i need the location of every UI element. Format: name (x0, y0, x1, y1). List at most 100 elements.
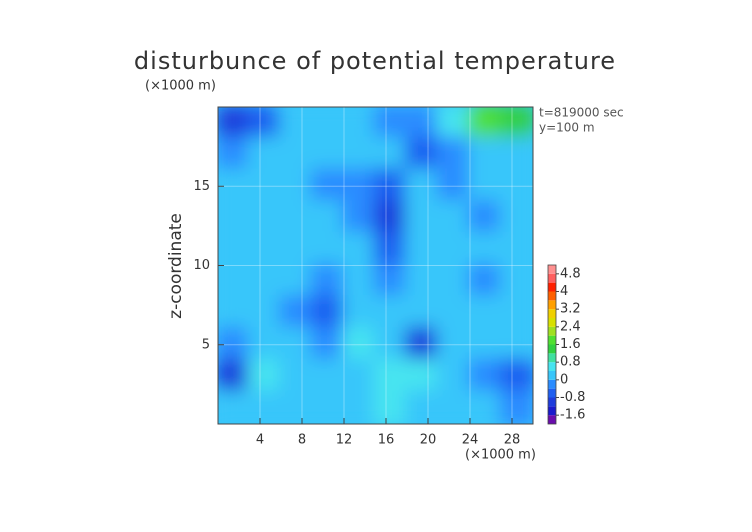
colorbar: -1.6 -0.8 0 0.8 1.6 2.4 3.2 4 4.8 (547, 264, 585, 425)
field-cell (468, 200, 504, 236)
field-cell (310, 168, 346, 205)
colorbar-tick-label: 4 (560, 284, 568, 299)
colorbar-band (548, 300, 556, 310)
field-cell (310, 263, 346, 300)
field-cell (468, 390, 504, 424)
annotation: t=819000 sec (539, 106, 624, 120)
field-cell (436, 107, 472, 141)
field-cell (405, 295, 441, 331)
x-tick-label: 12 (336, 433, 353, 448)
y-tick-label: 5 (202, 337, 210, 352)
field-cell (247, 358, 283, 395)
colorbar-band (548, 397, 556, 407)
field-cell (468, 168, 504, 205)
field-cell (436, 200, 472, 236)
field-cell (310, 231, 346, 268)
field-cell (279, 326, 315, 363)
x-tick-label: 4 (256, 433, 264, 448)
field-cell (310, 326, 346, 363)
colorbar-band (548, 309, 556, 318)
field-cell (499, 107, 533, 141)
colorbar-band (548, 415, 556, 424)
colorbar-tick-label: 3.2 (560, 302, 581, 317)
field-cell (279, 390, 315, 424)
field-cell (405, 231, 441, 268)
field-cell (310, 390, 346, 424)
colorbar-tick-label: 1.6 (560, 337, 581, 352)
field-cell (499, 358, 533, 395)
colorbar-band (548, 406, 556, 416)
field-cell (468, 358, 504, 395)
field-cell (373, 295, 409, 331)
field-cell (405, 168, 441, 205)
field-cell (218, 136, 252, 173)
field-cell (436, 390, 472, 424)
field-cell (468, 295, 504, 331)
colorbar-tick-label: 0 (560, 372, 568, 387)
colorbar-band (548, 371, 556, 380)
field-cell (468, 326, 504, 363)
colorbar-band (548, 344, 556, 354)
colorbar-band (548, 379, 556, 389)
colorbar-band (548, 388, 556, 398)
field-cell (247, 200, 283, 236)
field-cell (342, 295, 378, 331)
field-cell (499, 326, 533, 363)
field-cell (499, 168, 533, 205)
colorbar-tick-label: 2.4 (560, 319, 581, 334)
field-cell (218, 295, 252, 331)
y-tick-label: 10 (193, 258, 210, 273)
field-cell (468, 107, 504, 141)
field-cell (342, 326, 378, 363)
field-cell (373, 263, 409, 300)
field-cell (342, 107, 378, 141)
field-cell (405, 390, 441, 424)
x-tick-label: 16 (378, 433, 395, 448)
field-cell (310, 295, 346, 331)
x-tick-label: 8 (298, 433, 306, 448)
field-cell (436, 358, 472, 395)
colorbar-tick-label: 0.8 (560, 355, 581, 370)
field-cell (279, 136, 315, 173)
colorbar-tick-label: -1.6 (560, 408, 585, 423)
field-cell (405, 200, 441, 236)
field-cell (279, 231, 315, 268)
field-cell (499, 390, 533, 424)
y-tick-label: 15 (193, 179, 210, 194)
field-cell (342, 358, 378, 395)
field-cell (499, 136, 533, 173)
field-cell (373, 326, 409, 363)
field-cell (468, 136, 504, 173)
field-cell (436, 136, 472, 173)
colorbar-band (548, 291, 556, 301)
field-cell (373, 107, 409, 141)
field-cell (373, 168, 409, 205)
field-cell (342, 136, 378, 173)
field-cell (218, 200, 252, 236)
field-cell (436, 168, 472, 205)
field-cell (373, 390, 409, 424)
field-cell (499, 263, 533, 300)
field-cell (218, 390, 252, 424)
colorbar-band (548, 326, 556, 336)
field-cell (279, 263, 315, 300)
field-cell (405, 263, 441, 300)
colorbar-tick-label: 4.8 (560, 266, 581, 281)
field-cell (279, 107, 315, 141)
field-cell (218, 358, 252, 395)
field-cell (499, 295, 533, 331)
colorbar-tick-label: -0.8 (560, 390, 585, 405)
field-cell (310, 358, 346, 395)
field (218, 107, 533, 424)
field-cell (247, 136, 283, 173)
field-cell (342, 263, 378, 300)
colorbar-band (548, 353, 556, 363)
chart-title: disturbunce of potential temperature (134, 47, 616, 75)
field-cell (499, 231, 533, 268)
field-cell (310, 136, 346, 173)
y-unit: (×1000 m) (145, 79, 216, 94)
field-cell (436, 231, 472, 268)
field-cell (373, 231, 409, 268)
